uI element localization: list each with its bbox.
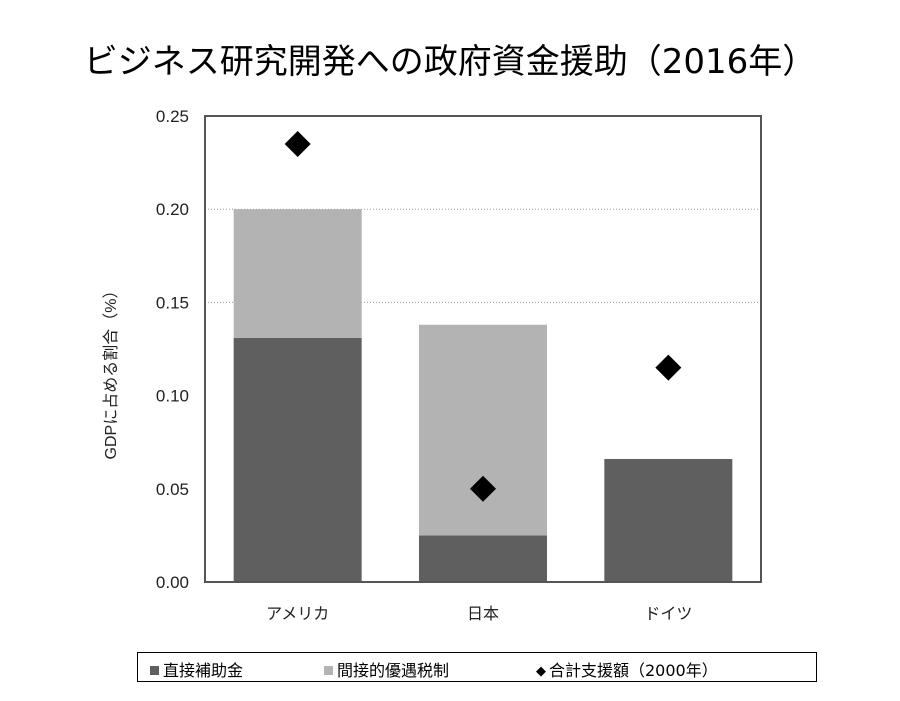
y-tick-label: 0.15 xyxy=(156,293,189,312)
marker-total2000 xyxy=(470,475,496,502)
chart-area: 0.00 0.05 0.10 0.15 0.20 0.25 アメリカ 日本 ドイツ GDPに占… xyxy=(102,107,762,623)
legend-label-indirect: 間接的優遇税制 xyxy=(337,661,450,680)
y-tick-label: 0.00 xyxy=(156,573,189,592)
legend-label-total2000: 合計支援額（2000年） xyxy=(549,661,718,680)
x-category-label: 日本 xyxy=(467,604,499,623)
bar-direct xyxy=(419,535,547,582)
x-category-label: アメリカ xyxy=(266,604,329,623)
legend-item-total2000: ◆ 合計支援額（2000年） xyxy=(536,657,718,681)
plot-frame xyxy=(204,115,762,583)
marker-total2000 xyxy=(655,354,682,381)
legend-diamond-icon: ◆ xyxy=(536,664,546,679)
bar-indirect xyxy=(233,209,362,338)
bar-direct xyxy=(604,458,733,582)
y-tick-label: 0.10 xyxy=(156,387,189,406)
bar-direct xyxy=(233,337,362,582)
chart-title: ビジネス研究開発への政府資金援助（2016年） xyxy=(83,42,817,82)
legend: 直接補助金 間接的優遇税制 ◆ 合計支援額（2000年） xyxy=(137,652,817,682)
x-category-label: ドイツ xyxy=(644,604,692,623)
legend-item-direct: 直接補助金 xyxy=(150,657,243,681)
legend-item-indirect: 間接的優遇税制 xyxy=(324,657,449,681)
marker-total2000 xyxy=(284,130,311,157)
y-tick-label: 0.25 xyxy=(156,107,189,126)
legend-swatch-direct xyxy=(150,666,159,675)
legend-swatch-indirect xyxy=(324,666,333,675)
legend-label-direct: 直接補助金 xyxy=(163,661,244,680)
y-tick-label: 0.20 xyxy=(156,200,189,219)
bar-indirect xyxy=(419,324,547,536)
y-tick-label: 0.05 xyxy=(156,480,189,499)
y-axis-label: GDPに占める割合（%） xyxy=(102,283,120,460)
